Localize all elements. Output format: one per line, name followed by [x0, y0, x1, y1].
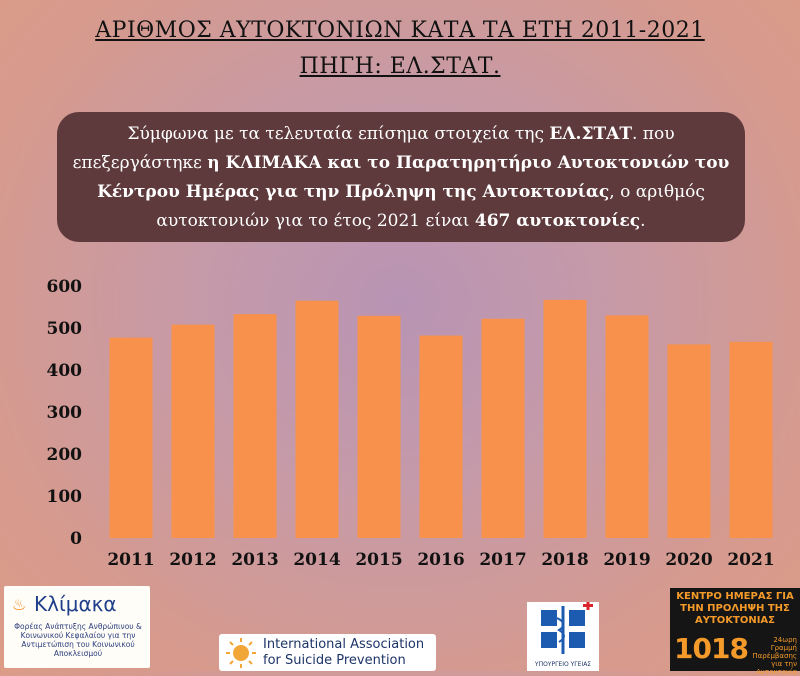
info-box: Σύμφωνα με τα τελευταία επίσημα στοιχεία…: [57, 112, 745, 242]
x-tick-label: 2019: [603, 550, 650, 570]
info-text-2: . που επεξεργάστηκε: [72, 124, 675, 173]
info-text-4: .: [640, 211, 646, 231]
x-tick-label: 2012: [169, 550, 216, 570]
health-cross-icon: [541, 601, 593, 654]
x-tick-label: 2021: [727, 550, 774, 570]
x-tick-label: 2018: [541, 550, 588, 570]
info-bold-3: 467 αυτοκτονίες: [474, 211, 641, 231]
x-tick-label: 2011: [107, 550, 154, 570]
bar-2019: [605, 315, 649, 538]
kentro-logo: ΚΕΝΤΡΟ ΗΜΕΡΑΣ ΓΙΑ ΤΗΝ ΠΡΟΛΗΨΗ ΤΗΣ ΑΥΤΟΚΤ…: [670, 588, 800, 676]
x-tick-label: 2016: [417, 550, 464, 570]
x-tick-label: 2020: [665, 550, 712, 570]
y-tick-label: 400: [47, 361, 83, 381]
bar-2013: [233, 314, 277, 538]
klimaka-subtitle: Φορέας Ανάπτυξης Ανθρώπινου & Κοινωνικού…: [14, 622, 142, 658]
chart-title: ΑΡΙΘΜΟΣ ΑΥΤΟΚΤΟΝΙΩΝ ΚΑΤΑ ΤΑ ΕΤΗ 2011-202…: [95, 18, 705, 43]
info-bold-2: η ΚΛΙΜΑΚΑ και το Παρατηρητήριο Αυτοκτονι…: [97, 153, 730, 202]
y-tick-label: 500: [47, 319, 83, 339]
sun-icon: [226, 638, 256, 668]
info-bold-1: ΕΛ.ΣΤΑΤ: [549, 124, 632, 144]
ministry-logo: ΥΠΟΥΡΓΕΙΟ ΥΓΕΙΑΣ: [527, 601, 599, 671]
y-tick-label: 200: [47, 445, 83, 465]
y-tick-label: 300: [47, 403, 83, 423]
bar-2017: [481, 318, 525, 538]
info-text-3: , ο αριθμός αυτοκτονιών για το έτος 2021…: [156, 182, 705, 231]
chart-source: ΠΗΓΗ: ΕΛ.ΣΤΑΤ.: [299, 54, 501, 79]
kentro-number: 1018: [674, 632, 749, 665]
y-tick-label: 100: [47, 487, 83, 507]
ministry-label: ΥΠΟΥΡΓΕΙΟ ΥΓΕΙΑΣ: [534, 661, 592, 668]
bar-2011: [109, 337, 153, 538]
bar-2016: [419, 335, 463, 538]
bar-2020: [667, 344, 711, 538]
y-tick-label: 0: [70, 529, 82, 549]
kentro-subtitle: 24ωρη Γραμμή Παρέμβασης για την Αυτοκτον…: [752, 636, 797, 676]
x-tick-label: 2015: [355, 550, 402, 570]
iasp-text: International Association for Suicide Pr…: [263, 637, 424, 669]
flame-icon: ♨: [12, 595, 27, 614]
y-tick-label: 600: [47, 277, 83, 297]
x-tick-label: 2017: [479, 550, 526, 570]
kentro-title: ΚΕΝΤΡΟ ΗΜΕΡΑΣ ΓΙΑ ΤΗΝ ΠΡΟΛΗΨΗ ΤΗΣ ΑΥΤΟΚΤ…: [676, 591, 794, 626]
bar-chart: 0 100 200 300 400 500 600 2011 2012 2013 2014 2015 2…: [47, 277, 775, 570]
info-text-1: Σύμφωνα με τα τελευταία επίσημα στοιχεία…: [127, 124, 550, 144]
bar-2015: [357, 315, 401, 538]
bar-2018: [543, 299, 587, 538]
bar-2012: [171, 324, 215, 538]
bar-2021: [729, 341, 773, 538]
klimaka-logo: ♨ Κλίμακα Φορέας Ανάπτυξης Ανθρώπινου & …: [4, 586, 150, 668]
iasp-line-2: for Suicide Prevention: [263, 653, 406, 668]
klimaka-name: Κλίμακα: [34, 592, 117, 616]
bar-2014: [295, 300, 339, 538]
x-tick-label: 2014: [293, 550, 340, 570]
iasp-line-1: International Association: [263, 637, 425, 652]
iasp-logo: International Association for Suicide Pr…: [219, 634, 436, 671]
x-tick-label: 2013: [231, 550, 278, 570]
